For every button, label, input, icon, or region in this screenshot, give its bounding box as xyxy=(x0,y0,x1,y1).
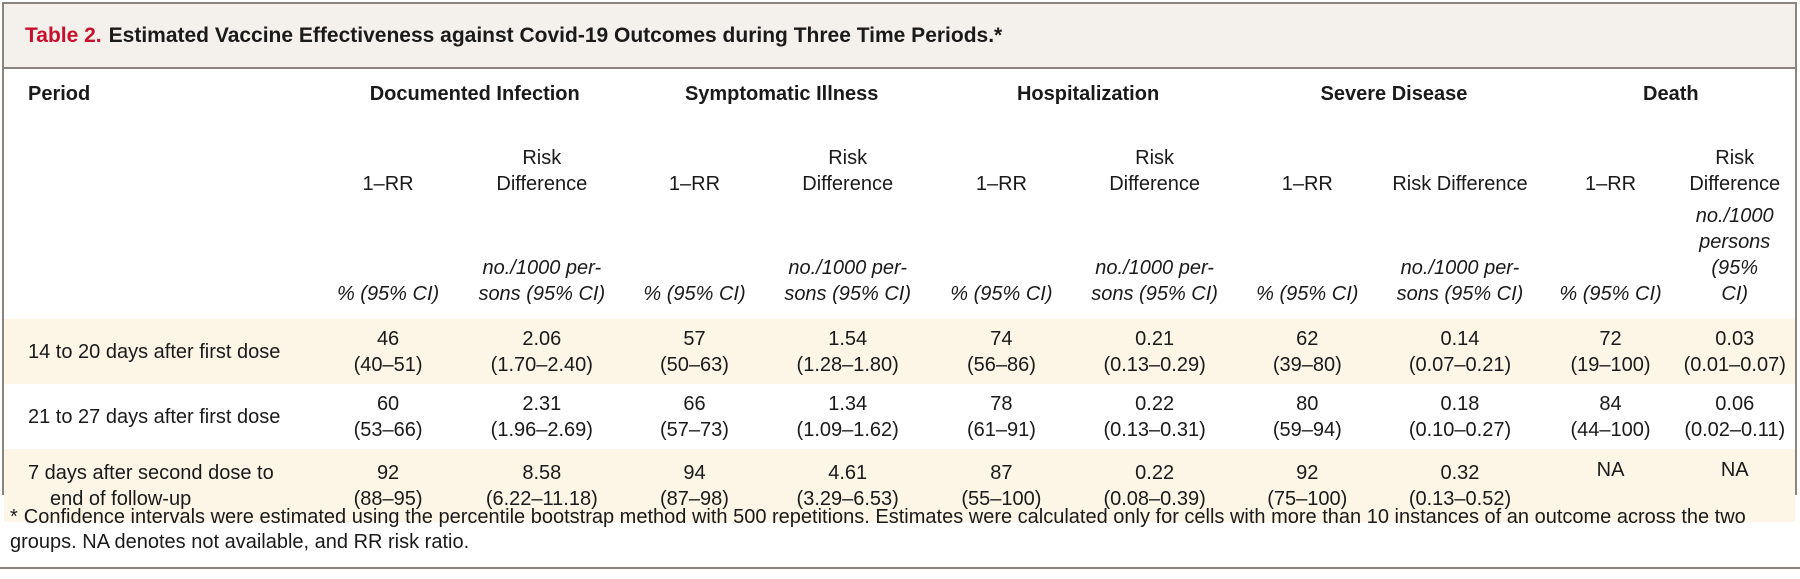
table-row: 7 days after second dose to end of follow… xyxy=(4,449,1795,522)
value-cell: NA xyxy=(1546,449,1675,522)
value-cell: 0.22 (0.08–0.39) xyxy=(1067,449,1242,522)
table-body-frame: Period Documented Infection Symptomatic … xyxy=(2,69,1797,522)
value-cell: 1.34 (1.09–1.62) xyxy=(796,392,899,441)
units-rd: no./1000 per-sons (95% CI) xyxy=(1396,257,1524,305)
period-cell: 21 to 27 days after first dose xyxy=(28,405,281,428)
value-cell: 60 (53–66) xyxy=(353,392,423,441)
subheader-blank xyxy=(4,119,321,197)
units-pct: % (95% CI) xyxy=(950,283,1053,305)
value-cell: 94 (87–98) xyxy=(628,449,761,522)
value-cell: 2.31 (1.96–2.69) xyxy=(490,392,593,441)
subheader-rr: 1–RR xyxy=(1584,173,1637,195)
value-cell: 0.32 (0.13–0.52) xyxy=(1373,449,1547,522)
group-header-documented-infection: Documented Infection xyxy=(369,82,580,105)
value-cell: 0.21 (0.13–0.29) xyxy=(1067,319,1242,384)
units-pct: % (95% CI) xyxy=(1256,283,1359,305)
subheader-rd: Risk Difference xyxy=(802,147,894,195)
value-cell: 1.54 (1.28–1.80) xyxy=(760,319,935,384)
subheader-rd: Risk Difference xyxy=(1689,147,1781,195)
value-cell: 57 (50–63) xyxy=(628,319,761,384)
value-cell: 78 (61–91) xyxy=(966,392,1036,441)
units-rd: no./1000 per-sons (95% CI) xyxy=(784,257,912,305)
value-cell: 4.61 (3.29–6.53) xyxy=(760,449,935,522)
bottom-rule xyxy=(0,567,1800,569)
value-cell: 80 (59–94) xyxy=(1272,392,1342,441)
value-cell: 92 (75–100) xyxy=(1241,449,1374,522)
value-cell: 62 (39–80) xyxy=(1241,319,1374,384)
subheader-rr: 1–RR xyxy=(1281,173,1333,195)
subheader-rr: 1–RR xyxy=(975,173,1027,195)
value-cell: 0.06 (0.02–0.11) xyxy=(1684,392,1786,441)
units-rd-death: no./1000 persons (95% CI) xyxy=(1695,205,1774,305)
units-rd: no./1000 per-sons (95% CI) xyxy=(478,257,606,305)
value-cell: 0.22 (0.13–0.31) xyxy=(1103,392,1206,441)
footnote-text: Confidence intervals were estimated usin… xyxy=(10,506,1746,553)
subheader-rr: 1–RR xyxy=(668,173,721,195)
units-pct: % (95% CI) xyxy=(1559,283,1662,305)
units-row: % (95% CI) no./1000 per-sons (95% CI) % … xyxy=(4,197,1795,319)
subheader-rd: Risk Difference xyxy=(1392,173,1528,195)
group-header-row: Period Documented Infection Symptomatic … xyxy=(4,69,1795,119)
value-cell: 92 (88–95) xyxy=(320,449,456,522)
value-cell: 2.06 (1.70–2.40) xyxy=(455,319,629,384)
subheader-row: 1–RR Risk Difference 1–RR Risk Difference … xyxy=(4,119,1795,197)
group-header-death: Death xyxy=(1643,82,1699,105)
table-row: 14 to 20 days after first dose 46 (40–51)… xyxy=(4,319,1795,384)
value-cell: 72 (19–100) xyxy=(1546,319,1675,384)
units-pct: % (95% CI) xyxy=(336,283,440,305)
group-header-symptomatic-illness: Symptomatic Illness xyxy=(684,82,879,105)
table-row: 21 to 27 days after first dose 60 (53–66)… xyxy=(4,384,1795,449)
units-rd: no./1000 per-sons (95% CI) xyxy=(1091,257,1218,305)
subheader-rd: Risk Difference xyxy=(496,147,588,195)
group-header-hospitalization: Hospitalization xyxy=(1016,82,1160,105)
value-cell: 84 (44–100) xyxy=(1570,392,1651,441)
table-caption: Table 2. Estimated Vaccine Effectiveness… xyxy=(2,2,1797,69)
value-cell: 74 (56–86) xyxy=(934,319,1068,384)
subheader-rd: Risk Difference xyxy=(1109,147,1201,195)
footnote-mark: * xyxy=(10,506,18,528)
period-cell: 14 to 20 days after first dose xyxy=(4,319,321,384)
value-cell: 8.58 (6.22–11.18) xyxy=(455,449,629,522)
value-cell: 46 (40–51) xyxy=(320,319,456,384)
subheader-rr: 1–RR xyxy=(362,173,414,195)
value-cell: 87 (55–100) xyxy=(934,449,1068,522)
period-header: Period xyxy=(28,82,91,105)
table-number: Table 2. xyxy=(25,23,102,47)
effectiveness-table: Period Documented Infection Symptomatic … xyxy=(4,69,1795,522)
period-cell: 7 days after second dose to end of follow… xyxy=(4,449,321,522)
value-cell: 0.14 (0.07–0.21) xyxy=(1373,319,1547,384)
value-cell: 0.03 (0.01–0.07) xyxy=(1674,319,1795,384)
value-cell: 0.18 (0.10–0.27) xyxy=(1408,392,1512,441)
units-pct: % (95% CI) xyxy=(643,283,746,305)
table-footnote: * Confidence intervals were estimated usi… xyxy=(10,505,1780,555)
group-header-severe-disease: Severe Disease xyxy=(1320,82,1468,105)
value-cell: 66 (57–73) xyxy=(660,392,729,441)
table-title: Estimated Vaccine Effectiveness against … xyxy=(108,23,1003,47)
units-blank xyxy=(4,197,321,319)
value-cell: NA xyxy=(1674,449,1795,522)
